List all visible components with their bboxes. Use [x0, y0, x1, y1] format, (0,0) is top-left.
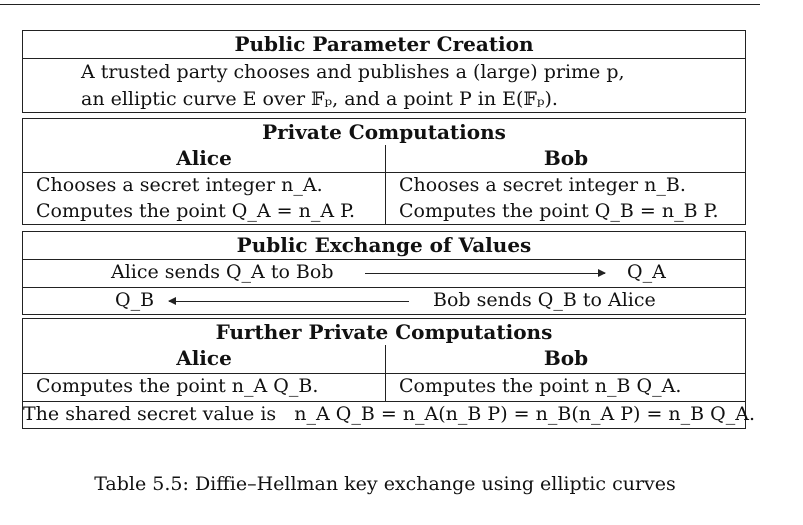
- bob-heading: Bob: [543, 146, 589, 170]
- divider: [23, 287, 745, 288]
- public-exchange-box: Public Exchange of Values Alice sends Q_…: [22, 231, 746, 315]
- bob-choose-secret: Chooses a secret integer n_B.: [399, 174, 686, 196]
- exchange-qb-value: Q_B: [115, 289, 155, 311]
- table-caption: Table 5.5: Diffie–Hellman key exchange u…: [94, 473, 676, 495]
- column-divider: [385, 145, 386, 225]
- alice-sends-label: Alice sends Q_A to Bob: [111, 261, 334, 283]
- further-private-box: Further Private Computations Alice Bob C…: [22, 318, 756, 429]
- bob-compute-shared: Computes the point n_B Q_A.: [399, 375, 682, 397]
- shared-secret-line: The shared secret value is n_A Q_B = n_A…: [23, 403, 756, 425]
- further-private-title: Further Private Computations: [215, 320, 553, 344]
- alice-compute-point: Computes the point Q_A = n_A P.: [36, 200, 356, 222]
- public-parameter-line-1: A trusted party chooses and publishes a …: [81, 61, 625, 83]
- private-computations-box: Private Computations Alice Bob Chooses a…: [22, 118, 746, 225]
- public-exchange-title: Public Exchange of Values: [236, 233, 532, 257]
- divider: [23, 58, 745, 59]
- alice-compute-shared: Computes the point n_A Q_B.: [36, 375, 319, 397]
- arrow-right-icon: [365, 269, 606, 277]
- alice-choose-secret: Chooses a secret integer n_A.: [36, 174, 323, 196]
- bob-sends-label: Bob sends Q_B to Alice: [433, 289, 656, 311]
- public-parameter-title: Public Parameter Creation: [234, 32, 534, 56]
- divider: [23, 259, 745, 260]
- alice-heading: Alice: [176, 346, 232, 370]
- top-rule: [0, 0, 760, 5]
- public-parameter-line-2: an elliptic curve E over 𝔽ₚ, and a point…: [81, 88, 558, 110]
- divider: [23, 172, 745, 173]
- divider: [23, 401, 745, 402]
- exchange-qa-value: Q_A: [627, 261, 666, 283]
- public-parameter-box: Public Parameter Creation A trusted part…: [22, 30, 746, 113]
- private-computations-title: Private Computations: [262, 120, 506, 144]
- bob-heading: Bob: [543, 346, 589, 370]
- divider: [23, 373, 745, 374]
- alice-heading: Alice: [176, 146, 232, 170]
- bob-compute-point: Computes the point Q_B = n_B P.: [399, 200, 719, 222]
- arrow-left-icon: [168, 297, 409, 305]
